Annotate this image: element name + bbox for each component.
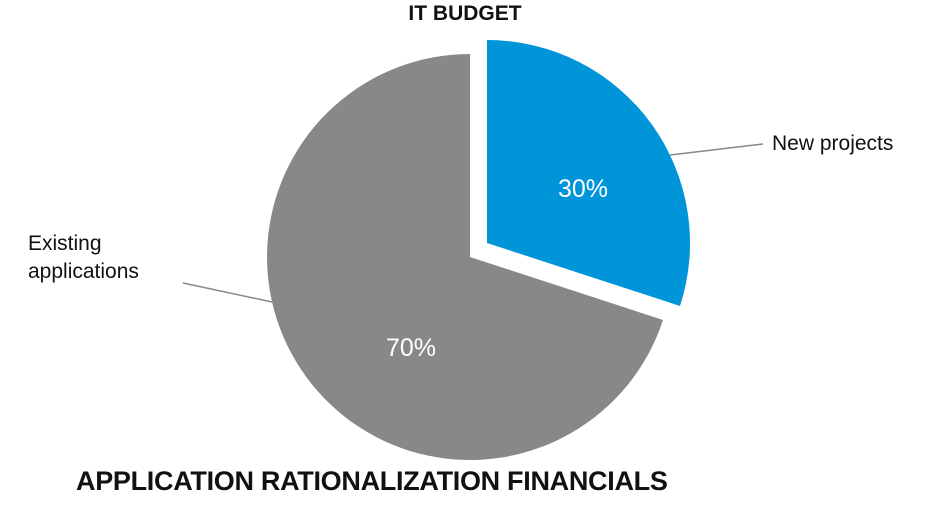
leader-line-existing: [182, 282, 273, 303]
footer-title: APPLICATION RATIONALIZATION FINANCIALS: [76, 466, 668, 496]
value-label-existing: 70%: [386, 334, 436, 362]
label-existing-line1: Existing: [28, 232, 102, 255]
leader-line-new-projects: [669, 143, 764, 156]
slice-new-projects: [487, 40, 691, 306]
chart-title: IT BUDGET: [408, 2, 522, 25]
label-existing-line2: applications: [28, 260, 139, 283]
label-new-projects: New projects: [772, 132, 894, 155]
value-label-new-projects: 30%: [558, 175, 608, 203]
slice-existing-applications: [267, 54, 663, 460]
